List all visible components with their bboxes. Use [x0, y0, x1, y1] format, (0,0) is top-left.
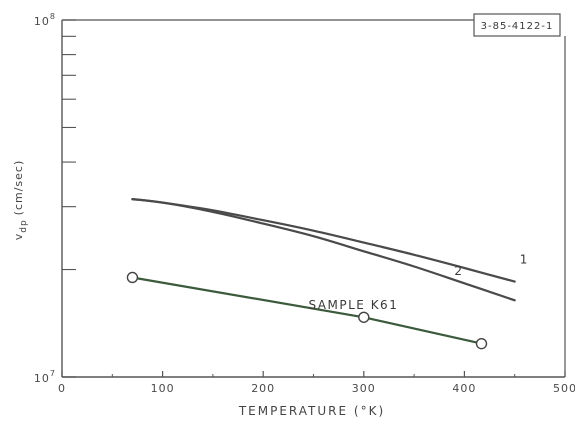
data-point-marker	[126, 271, 139, 284]
series-layer	[126, 198, 516, 350]
series-annotation: 2	[454, 264, 463, 278]
y-axis-label: vdp (cm/sec)	[12, 160, 29, 241]
labels-layer: 1 2 SAMPLE K61	[308, 252, 529, 312]
series-annotation: 1	[520, 252, 529, 266]
axes	[61, 19, 566, 378]
y-tick-label: 108	[34, 12, 56, 28]
data-point-marker	[475, 337, 488, 350]
y-axis-label-sub: dp	[19, 219, 29, 232]
figure-id-box: 3-85-4122-1	[473, 13, 561, 37]
x-tick-label: 200	[251, 382, 275, 395]
series-annotation: SAMPLE K61	[308, 298, 398, 312]
x-axis-label: TEMPERATURE (°K)	[238, 404, 385, 418]
x-tick-label: 500	[553, 382, 575, 395]
y-tick-label: 107	[34, 369, 56, 385]
data-point-marker	[358, 311, 370, 323]
y-axis-label-text: vdp (cm/sec)	[12, 160, 29, 241]
x-tick-label: 100	[151, 382, 175, 395]
series-line-3	[131, 276, 483, 345]
figure-id-frame	[473, 13, 561, 37]
x-tick-label: 0	[58, 382, 66, 395]
x-tick-label: 400	[452, 382, 476, 395]
ticks: 0 100 200 300 400 500 107 108	[34, 12, 575, 395]
figure-id-text: 3-85-4122-1	[481, 21, 554, 32]
x-tick-label: 300	[352, 382, 376, 395]
y-axis-label-main: v	[12, 233, 25, 241]
y-axis-label-unit: (cm/sec)	[12, 160, 25, 216]
series-line-2	[131, 198, 516, 302]
